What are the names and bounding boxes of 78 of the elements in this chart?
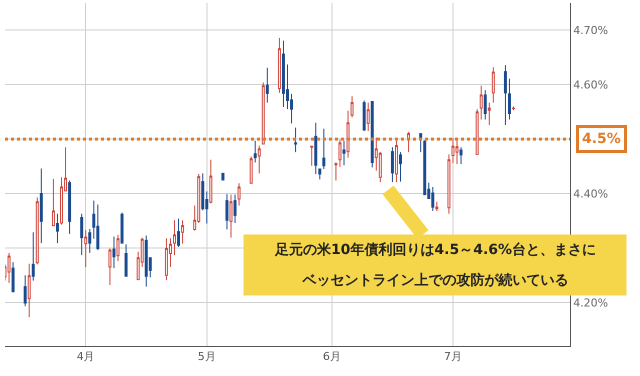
- candlestick: [476, 108, 479, 155]
- candlestick: [28, 263, 31, 318]
- candlestick: [225, 194, 228, 230]
- candlestick: [431, 186, 434, 212]
- candlestick: [120, 212, 124, 244]
- candlestick: [362, 100, 366, 132]
- y-tick-label: 4.40%: [573, 187, 608, 200]
- candlestick: [512, 106, 515, 111]
- candlestick: [12, 262, 15, 294]
- candlestick: [177, 218, 180, 248]
- candlestick: [338, 139, 342, 168]
- x-tick-label: 7月: [444, 350, 462, 364]
- candlestick: [68, 180, 72, 234]
- candlestick: [266, 67, 269, 104]
- candlestick: [52, 178, 55, 226]
- candlestick: [282, 40, 285, 108]
- candlestick: [116, 234, 120, 262]
- candlestick: [508, 78, 511, 120]
- candlestick: [24, 274, 27, 307]
- candlestick: [181, 220, 184, 244]
- candlestick: [294, 127, 298, 153]
- candlestick: [451, 138, 454, 164]
- candlestick: [88, 228, 92, 254]
- candlestick: [419, 133, 422, 153]
- candlestick: [258, 145, 261, 174]
- candlestick: [399, 152, 402, 182]
- y-tick-label: 4.70%: [573, 24, 608, 38]
- candlestick: [314, 122, 318, 174]
- x-tick-label: 4月: [76, 350, 95, 364]
- candlestick: [322, 128, 326, 170]
- candlestick: [144, 234, 148, 288]
- candlestick: [350, 96, 354, 118]
- candlestick: [394, 140, 398, 183]
- ref-line-label: 4.5%: [582, 131, 621, 147]
- y-tick-label: 4.20%: [573, 296, 608, 310]
- candlestick: [230, 194, 232, 238]
- candlestick: [209, 159, 212, 204]
- candlestick: [460, 146, 463, 165]
- candlestick: [390, 146, 394, 183]
- y-tick-label: 4.60%: [573, 78, 608, 92]
- candlestick: [173, 220, 176, 256]
- candlestick: [32, 232, 35, 282]
- candlestick: [423, 140, 426, 196]
- annotation: 足元の米10年債利回りは4.5～4.6%台と、まさに: [274, 242, 596, 258]
- candlestick: [488, 102, 491, 126]
- candlestick: [80, 213, 84, 256]
- candlestick: [234, 194, 237, 224]
- candlestick: [124, 244, 128, 277]
- candlestick: [238, 182, 241, 206]
- candlestick: [346, 110, 350, 158]
- candlestick: [492, 66, 495, 104]
- candlestick: [56, 213, 59, 244]
- candlestick: [40, 168, 43, 244]
- candlestick: [310, 145, 314, 166]
- candlestick: [112, 236, 116, 269]
- candlestick: [278, 37, 281, 94]
- candlestick: [504, 64, 507, 126]
- candlestick: [164, 238, 168, 281]
- candlestick: [334, 162, 338, 181]
- candlestick: [318, 168, 322, 180]
- candlestick: [36, 196, 39, 265]
- annotation: ベッセントライン上での攻防が続いている: [302, 272, 568, 288]
- candlestick: [84, 230, 88, 268]
- x-tick-label: 6月: [322, 350, 341, 364]
- candlestick: [262, 82, 265, 145]
- candlestick: [435, 201, 438, 212]
- candlestick: [447, 154, 450, 214]
- candlestick: [484, 90, 487, 120]
- candlestick: [221, 172, 224, 181]
- candlestick: [8, 252, 11, 284]
- candlestick: [96, 204, 100, 251]
- candlestick: [342, 140, 346, 166]
- candlestick: [250, 156, 253, 184]
- x-tick-label: 5月: [198, 350, 216, 364]
- candlestick: [108, 248, 112, 286]
- candlestick: [254, 140, 257, 164]
- candlestick: [366, 102, 370, 132]
- candlestick: [480, 85, 483, 120]
